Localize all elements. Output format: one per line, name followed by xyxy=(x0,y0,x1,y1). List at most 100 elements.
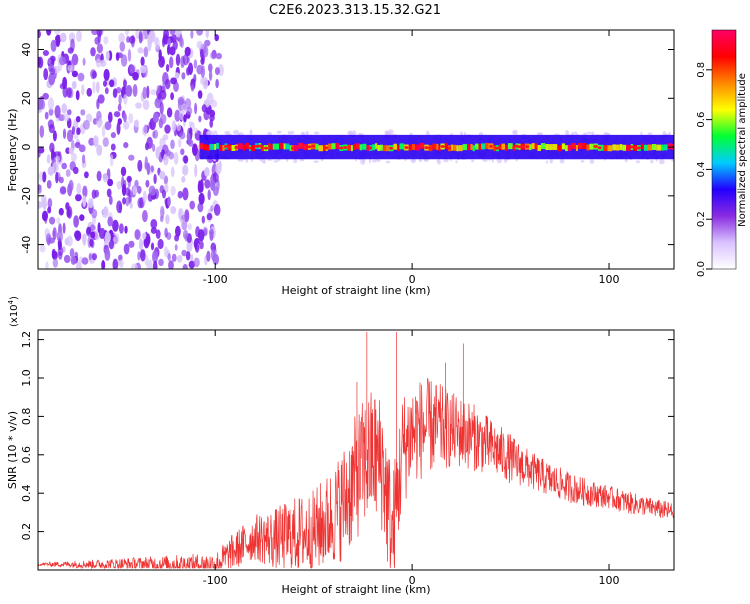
halo-blob xyxy=(352,130,357,137)
signal-cell xyxy=(353,144,356,151)
noise-blob xyxy=(107,216,113,227)
noise-blob xyxy=(106,188,112,198)
noise-blob xyxy=(41,194,47,207)
spectrogram-ytick-label: 0 xyxy=(20,144,33,151)
noise-blob xyxy=(91,189,97,199)
signal-peak xyxy=(339,146,344,150)
noise-blob xyxy=(82,185,88,198)
noise-blob xyxy=(193,73,197,84)
noise-blob xyxy=(118,32,125,44)
noise-blob xyxy=(153,129,159,139)
signal-peak xyxy=(307,145,312,149)
noise-blob xyxy=(210,242,217,252)
signal-cell xyxy=(552,144,558,150)
noise-blob xyxy=(123,142,129,149)
noise-blob xyxy=(45,233,52,245)
noise-blob xyxy=(49,216,56,225)
noise-blob xyxy=(201,215,205,224)
noise-blob xyxy=(174,109,181,122)
signal-cell xyxy=(315,143,319,150)
noise-blob xyxy=(146,136,153,149)
halo-blob xyxy=(545,160,549,164)
signal-peak xyxy=(303,145,308,149)
noise-blob xyxy=(182,229,189,240)
signal-peak xyxy=(440,145,445,148)
halo-blob xyxy=(360,159,366,165)
signal-cell xyxy=(467,144,471,151)
noise-blob xyxy=(110,143,116,151)
noise-blob xyxy=(202,77,209,90)
halo-blob xyxy=(213,130,218,134)
noise-blob xyxy=(210,51,217,60)
noise-blob xyxy=(155,147,160,159)
signal-cell xyxy=(453,144,457,151)
halo-blob xyxy=(549,158,553,164)
noise-blob xyxy=(186,132,191,141)
noise-blob xyxy=(103,206,109,216)
halo-blob xyxy=(471,159,475,163)
noise-blob xyxy=(103,80,107,87)
noise-blob xyxy=(143,124,148,137)
noise-blob xyxy=(215,78,219,89)
signal-cell xyxy=(475,143,479,150)
noise-blob xyxy=(135,30,140,39)
signal-peak xyxy=(389,146,394,150)
noise-blob xyxy=(184,46,191,57)
noise-blob xyxy=(104,87,109,95)
signal-cell xyxy=(214,143,217,150)
noise-blob xyxy=(91,30,99,36)
noise-blob xyxy=(123,121,130,130)
noise-blob xyxy=(81,257,89,265)
noise-blob xyxy=(205,30,209,39)
noise-blob xyxy=(79,214,85,222)
signal-peak xyxy=(630,145,634,149)
noise-blob xyxy=(204,167,210,177)
signal-cell xyxy=(393,143,397,150)
noise-blob xyxy=(179,33,183,47)
noise-blob xyxy=(54,105,61,119)
noise-blob xyxy=(146,259,153,269)
signal-cell xyxy=(534,143,538,150)
noise-blob xyxy=(200,57,205,65)
signal-cell xyxy=(331,143,336,150)
noise-blob xyxy=(160,205,165,219)
halo-blob xyxy=(582,132,588,136)
signal-cell xyxy=(242,144,246,151)
noise-blob xyxy=(181,214,187,221)
noise-blob xyxy=(116,200,123,214)
noise-blob xyxy=(199,240,204,250)
noise-blob xyxy=(91,253,97,261)
signal-cell xyxy=(411,144,416,150)
halo-blob xyxy=(313,131,320,135)
signal-cell xyxy=(251,145,256,152)
noise-blob xyxy=(131,37,135,48)
noise-blob xyxy=(171,34,177,43)
noise-blob xyxy=(67,64,73,72)
noise-blob xyxy=(138,30,143,44)
noise-blob xyxy=(55,171,59,184)
noise-blob xyxy=(170,206,177,215)
noise-blob xyxy=(102,137,109,148)
signal-cell xyxy=(238,143,243,150)
signal-cell xyxy=(207,145,210,151)
signal-cell xyxy=(531,143,535,150)
colorbar-tick-label: 0.0 xyxy=(696,261,707,277)
noise-blob xyxy=(46,180,52,189)
signal-cell xyxy=(285,143,290,150)
signal-peak xyxy=(260,146,265,150)
halo-blob xyxy=(290,130,294,135)
snr-ytick-label: 0.4 xyxy=(20,484,33,502)
signal-peak xyxy=(234,146,239,149)
noise-blob xyxy=(109,154,114,167)
noise-blob xyxy=(190,254,194,261)
signal-cell xyxy=(375,143,378,150)
snr-panel: -100 0 100 0.2 0.4 0.6 0.8 1.0 1.2 Height of str… xyxy=(6,296,675,596)
noise-blob xyxy=(181,176,186,183)
noise-blob xyxy=(118,254,123,261)
noise-blob xyxy=(66,129,74,142)
noise-blob xyxy=(194,102,198,115)
signal-peak xyxy=(255,144,259,148)
spectrogram-ylabel: Frequency (Hz) xyxy=(6,109,19,192)
noise-blob xyxy=(112,219,119,232)
noise-blob xyxy=(68,179,74,192)
